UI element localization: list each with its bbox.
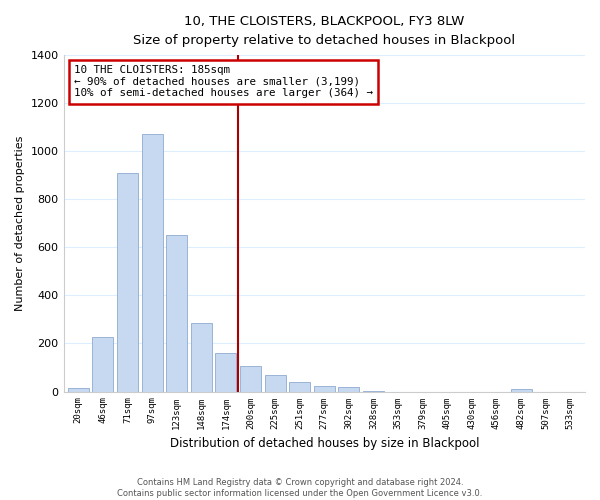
Bar	[338, 387, 359, 392]
Text: Contains HM Land Registry data © Crown copyright and database right 2024.
Contai: Contains HM Land Registry data © Crown c…	[118, 478, 482, 498]
Bar	[314, 386, 335, 392]
Title: 10, THE CLOISTERS, BLACKPOOL, FY3 8LW
Size of property relative to detached hous: 10, THE CLOISTERS, BLACKPOOL, FY3 8LW Si…	[133, 15, 515, 47]
Bar	[240, 366, 261, 392]
Bar	[191, 323, 212, 392]
Bar	[265, 374, 286, 392]
Bar	[166, 236, 187, 392]
Bar	[363, 391, 384, 392]
Bar	[92, 337, 113, 392]
Bar	[215, 353, 236, 392]
Y-axis label: Number of detached properties: Number of detached properties	[15, 136, 25, 311]
Bar	[289, 382, 310, 392]
Bar	[511, 388, 532, 392]
Bar	[142, 134, 163, 392]
Bar	[117, 173, 138, 392]
Bar	[68, 388, 89, 392]
X-axis label: Distribution of detached houses by size in Blackpool: Distribution of detached houses by size …	[170, 437, 479, 450]
Text: 10 THE CLOISTERS: 185sqm
← 90% of detached houses are smaller (3,199)
10% of sem: 10 THE CLOISTERS: 185sqm ← 90% of detach…	[74, 65, 373, 98]
